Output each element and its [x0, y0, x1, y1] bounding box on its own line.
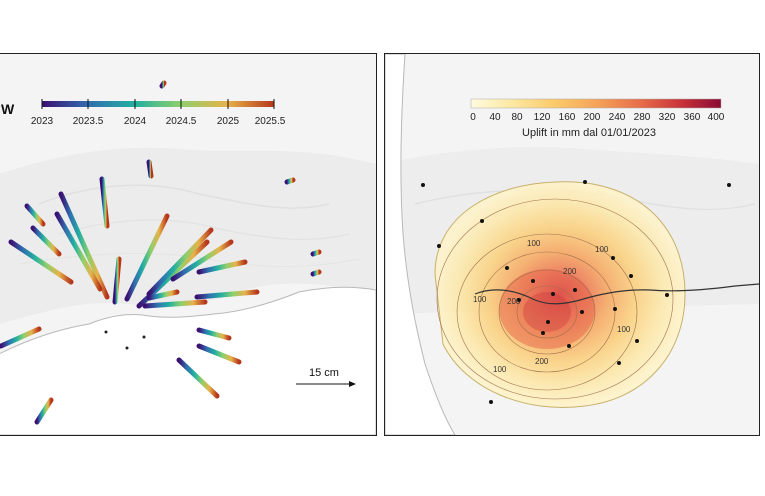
colorbar-tick: 2023.5	[73, 116, 104, 127]
station-dot	[541, 331, 545, 335]
station-dot	[531, 279, 535, 283]
displacement-map-svg: 2023 2023.5 2024 2024.5 2025 2025.5 W	[0, 80, 376, 435]
contour-line	[456, 233, 638, 391]
colorbar-tick: 120	[534, 112, 551, 123]
trajectory	[310, 269, 322, 277]
trajectory	[310, 249, 322, 257]
station-dot	[142, 335, 146, 339]
station-dot	[480, 219, 484, 223]
colorbar-tick: 80	[511, 112, 523, 123]
scale-arrow: 15 cm	[296, 367, 356, 387]
trajectory	[58, 191, 110, 300]
contour-line	[436, 198, 674, 400]
station-dot	[635, 339, 639, 343]
trajectory	[196, 259, 248, 275]
station-dot	[551, 292, 555, 296]
trajectory	[159, 80, 167, 89]
station-dot	[567, 344, 571, 348]
station-dot	[617, 361, 621, 365]
trajectory	[196, 343, 242, 365]
trajectory	[24, 203, 46, 227]
contour-line	[498, 269, 596, 355]
station-dot	[125, 346, 129, 350]
colorbar-tick: 2025	[217, 116, 240, 127]
uplift-field	[434, 181, 686, 408]
trajectory	[170, 239, 234, 282]
uplift-map-svg: 100 100 200 100 200 100 100 200	[385, 54, 759, 435]
trajectory	[34, 397, 54, 425]
contour-labels: 100 100 200 100 200 100 100 200	[473, 239, 631, 374]
station-dot	[437, 244, 441, 248]
contour-label: 100	[473, 295, 487, 304]
colorbar-tick: 0	[470, 112, 476, 123]
station-dot	[421, 183, 425, 187]
displacement-map-panel: 2023 2023.5 2024 2024.5 2025 2025.5 W	[0, 53, 377, 436]
contour-label: 100	[493, 365, 507, 374]
contour-label: 200	[507, 297, 521, 306]
colorbar-tick: 200	[584, 112, 601, 123]
station-dot	[573, 288, 577, 292]
colorbar-tick: 40	[489, 112, 501, 123]
station-dot	[583, 180, 587, 184]
trajectory	[142, 299, 208, 309]
contour-label: 100	[527, 239, 541, 248]
colorbar-tick: 2025.5	[255, 116, 286, 127]
trajectory	[54, 211, 103, 292]
coastline	[474, 283, 759, 305]
gnss-stations	[104, 330, 146, 350]
colorbar-tick: 400	[708, 112, 725, 123]
gnss-stations	[421, 180, 731, 404]
trajectory	[284, 177, 296, 185]
trajectory	[146, 159, 154, 179]
colorbar-tick: 320	[659, 112, 676, 123]
trajectory	[146, 289, 180, 301]
colorbar-tick: 240	[609, 112, 626, 123]
colorbar-tick: 2024	[124, 116, 147, 127]
contour-label: 100	[595, 245, 609, 254]
station-dot	[489, 400, 493, 404]
trajectory	[194, 289, 260, 300]
station-dot	[611, 256, 615, 260]
station-dot	[613, 307, 617, 311]
contour-line	[478, 251, 616, 373]
colorbar-tick: 2024.5	[166, 116, 197, 127]
trajectory	[176, 357, 220, 399]
colorbar-tick: 280	[634, 112, 651, 123]
time-colorbar: 2023 2023.5 2024 2024.5 2025 2025.5	[31, 99, 286, 127]
uplift-map-panel: 100 100 200 100 200 100 100 200	[384, 53, 760, 436]
trajectory	[8, 239, 74, 285]
station-dot	[104, 330, 108, 334]
contour-line	[516, 285, 578, 339]
trajectory	[30, 225, 62, 257]
trajectory	[99, 176, 110, 229]
trajectory	[146, 227, 214, 297]
contour-label: 200	[563, 267, 577, 276]
trajectory	[124, 213, 170, 302]
uplift-colorbar: 0 40 80 120 160 200 240 280 320 360 400 …	[470, 98, 725, 139]
colorbar-tick: 2023	[31, 116, 54, 127]
station-dot	[517, 298, 521, 302]
contour-label: 200	[535, 357, 549, 366]
colorbar-title: Uplift in mm dal 01/01/2023	[522, 127, 656, 139]
colorbar-tick: 360	[684, 112, 701, 123]
displacement-trajectories	[0, 80, 322, 425]
station-dot	[665, 293, 669, 297]
panel-letter: W	[1, 101, 15, 117]
colorbar-tick: 160	[559, 112, 576, 123]
coastline	[0, 286, 376, 435]
station-dot	[546, 320, 550, 324]
contour-label: 100	[617, 325, 631, 334]
station-dot	[505, 266, 509, 270]
trajectory	[196, 327, 232, 341]
station-dot	[629, 274, 633, 278]
station-dot	[727, 183, 731, 187]
scale-label: 15 cm	[309, 367, 339, 379]
trajectory	[112, 256, 122, 305]
trajectory	[0, 326, 42, 349]
station-dot	[580, 310, 584, 314]
